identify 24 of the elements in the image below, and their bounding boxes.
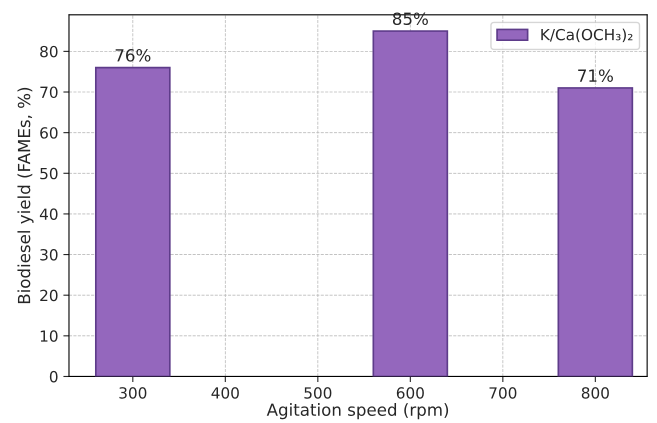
data-label: 71%	[578, 69, 613, 82]
x-axis-title: Agitation speed (rpm)	[266, 403, 448, 420]
x-tick-label: 500	[304, 387, 332, 399]
bar	[372, 30, 448, 376]
x-tick-label: 700	[490, 387, 516, 399]
bar	[94, 66, 171, 376]
x-tick-label: 800	[582, 387, 609, 399]
y-tick-label: 20	[40, 290, 58, 302]
y-axis-title: Biodiesel yield (FAMEs, %)	[17, 88, 34, 304]
y-tick-label: 0	[50, 370, 58, 382]
data-label: 76%	[116, 49, 150, 62]
y-tick-label: 40	[40, 208, 58, 220]
y-tick-label: 10	[40, 330, 58, 342]
legend-label: K/Ca(OCH₃)₂	[541, 28, 632, 42]
y-tick-label: 80	[40, 46, 58, 58]
bar	[558, 87, 634, 376]
y-tick-label: 70	[40, 86, 58, 98]
data-label: 85%	[392, 12, 428, 26]
y-tick-label: 30	[40, 249, 58, 261]
x-tick-label: 400	[211, 387, 239, 399]
y-tick-label: 50	[40, 168, 58, 180]
x-tick-label: 300	[119, 387, 146, 399]
x-tick-label: 600	[396, 387, 424, 399]
y-tick-label: 60	[40, 127, 58, 139]
